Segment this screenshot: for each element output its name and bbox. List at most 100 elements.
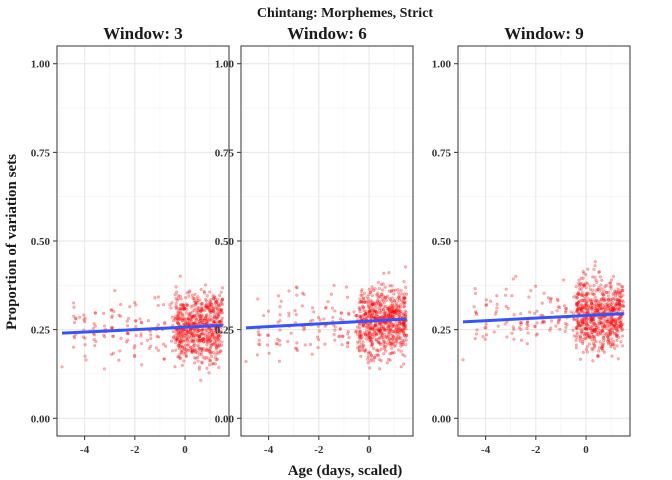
- data-point: [580, 298, 584, 302]
- data-point: [616, 298, 621, 302]
- data-point: [256, 330, 260, 334]
- data-point: [390, 351, 395, 355]
- data-point: [209, 345, 213, 349]
- data-point: [210, 331, 214, 335]
- data-point: [368, 359, 373, 363]
- data-point: [608, 281, 612, 285]
- data-point: [83, 343, 87, 347]
- data-point: [371, 327, 375, 332]
- data-point: [578, 319, 583, 324]
- data-point: [591, 302, 595, 306]
- data-point: [612, 291, 616, 295]
- data-point: [384, 314, 388, 318]
- data-point: [174, 305, 178, 310]
- data-point: [192, 342, 196, 346]
- data-point: [376, 291, 380, 295]
- data-point: [533, 324, 537, 328]
- data-point: [615, 344, 619, 348]
- data-point: [331, 315, 335, 320]
- data-point: [582, 332, 587, 336]
- data-point: [396, 327, 400, 332]
- data-point: [203, 283, 208, 287]
- data-point: [195, 300, 199, 304]
- data-point: [375, 332, 379, 336]
- data-point: [190, 293, 194, 297]
- data-point: [197, 329, 201, 333]
- data-point: [397, 323, 401, 327]
- data-point: [580, 291, 585, 295]
- data-point: [182, 352, 186, 356]
- data-point: [384, 298, 388, 303]
- data-point: [575, 296, 579, 300]
- data-point: [404, 310, 408, 314]
- data-point: [175, 338, 179, 342]
- data-point: [219, 301, 223, 305]
- data-point: [612, 332, 617, 336]
- data-point: [357, 336, 361, 340]
- data-point: [276, 294, 281, 298]
- data-point: [381, 308, 386, 312]
- data-point: [396, 304, 401, 308]
- data-point: [541, 320, 545, 324]
- data-point: [402, 333, 406, 337]
- data-point: [606, 317, 611, 321]
- data-point: [113, 289, 117, 293]
- data-point: [176, 333, 181, 337]
- data-point: [109, 352, 114, 356]
- data-point: [578, 334, 582, 338]
- data-point: [197, 334, 202, 339]
- data-point: [354, 329, 358, 333]
- data-point: [177, 310, 181, 314]
- data-point: [580, 317, 585, 322]
- data-point: [198, 318, 202, 322]
- data-point: [383, 296, 387, 300]
- data-point: [584, 293, 589, 297]
- data-point: [81, 335, 85, 339]
- data-point: [219, 349, 223, 353]
- data-point: [379, 325, 383, 329]
- data-point: [384, 304, 388, 309]
- data-point: [374, 309, 378, 313]
- data-point: [187, 319, 191, 323]
- data-point: [548, 300, 552, 304]
- data-point: [176, 337, 180, 342]
- data-point: [206, 340, 210, 344]
- data-point: [607, 328, 612, 332]
- data-point: [556, 299, 560, 303]
- data-point: [72, 334, 76, 338]
- data-point: [317, 329, 321, 333]
- data-point: [126, 338, 130, 342]
- data-point: [382, 340, 386, 344]
- data-point: [561, 278, 566, 282]
- data-point: [372, 315, 376, 319]
- data-point: [397, 309, 401, 313]
- data-point: [386, 325, 390, 329]
- data-point: [366, 323, 370, 327]
- data-point: [582, 317, 586, 321]
- data-point: [575, 303, 579, 307]
- data-point: [578, 337, 582, 341]
- data-point: [461, 358, 465, 362]
- data-point: [214, 316, 218, 321]
- data-point: [363, 299, 367, 303]
- data-point: [525, 322, 529, 326]
- data-point: [595, 354, 600, 358]
- data-point: [174, 330, 178, 334]
- data-point: [396, 309, 400, 313]
- data-point: [206, 305, 210, 309]
- data-point: [603, 297, 607, 301]
- data-point: [184, 354, 188, 358]
- data-point: [360, 316, 364, 320]
- data-point: [373, 313, 377, 317]
- data-point: [575, 327, 579, 331]
- data-point: [216, 308, 220, 312]
- data-point: [203, 308, 207, 312]
- data-point: [204, 306, 208, 310]
- data-point: [200, 309, 204, 313]
- data-point: [555, 309, 559, 313]
- data-point: [602, 298, 606, 303]
- data-point: [362, 300, 367, 304]
- data-point: [374, 305, 378, 310]
- data-point: [179, 344, 184, 348]
- data-point: [592, 343, 596, 347]
